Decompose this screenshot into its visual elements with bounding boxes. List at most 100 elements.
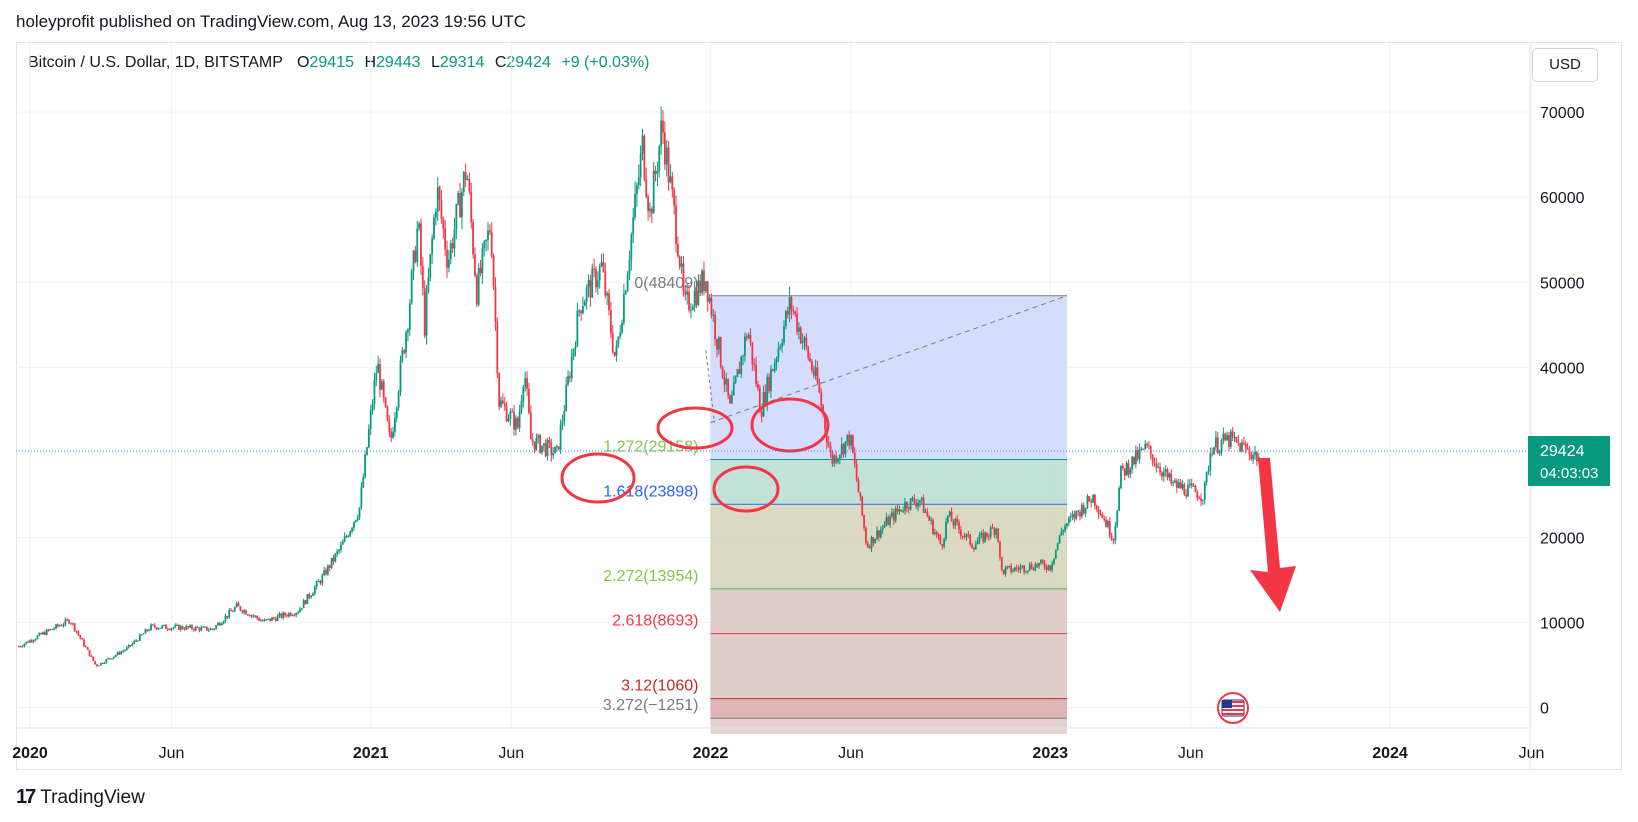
candle-body (178, 624, 180, 630)
candle-body (548, 440, 551, 443)
candle-body (1201, 499, 1204, 501)
candle-body (954, 519, 957, 526)
candle-body (79, 634, 82, 639)
candle-body (859, 492, 862, 497)
candle-body (252, 615, 255, 617)
candle-body (703, 270, 705, 291)
candle-body (1000, 557, 1003, 570)
candle-body (757, 384, 759, 389)
candle-body (1190, 483, 1193, 486)
candle-body (334, 553, 337, 562)
candle-body (766, 376, 769, 404)
candle-body (284, 612, 286, 616)
candle-body (552, 453, 555, 456)
candle-body (768, 376, 771, 392)
candle-body (781, 342, 784, 347)
candle-body (999, 541, 1001, 558)
candle-body (64, 619, 67, 625)
candle-body (470, 191, 473, 223)
candle-body (848, 434, 851, 446)
fib-level-label: 2.272(13954) (603, 568, 698, 585)
candle-body (706, 281, 709, 302)
candle-body (740, 356, 743, 374)
candle-body (86, 647, 89, 650)
candle-body (466, 179, 469, 181)
candle-body (267, 618, 270, 620)
candle-body (1080, 505, 1083, 517)
candle-body (861, 496, 864, 516)
tradingview-logo-icon[interactable]: 17 (16, 786, 36, 808)
candle-body (973, 547, 975, 550)
candle-body (68, 619, 70, 624)
candle-body (771, 369, 774, 371)
candle-body (1112, 539, 1115, 541)
candle-body (325, 570, 327, 575)
candle-body (172, 627, 175, 629)
x-tick-label: 2021 (353, 745, 389, 762)
candle-body (818, 382, 821, 393)
candle-body (129, 645, 132, 647)
candle-body (34, 639, 37, 641)
candle-body (1205, 471, 1208, 483)
candle-body (230, 610, 232, 612)
candle-body (770, 369, 772, 392)
candle-body (784, 311, 787, 327)
candle-body (913, 498, 916, 503)
candle-body (887, 517, 890, 526)
candle-body (950, 511, 953, 522)
candle-body (45, 629, 48, 635)
candle-body (462, 172, 465, 192)
candle-body (531, 439, 534, 442)
candle-body (1192, 485, 1195, 487)
candle-body (598, 266, 601, 281)
us-flag-icon[interactable] (1217, 692, 1249, 724)
candle-body (71, 623, 74, 625)
candle-body (259, 620, 262, 622)
candle-body (425, 291, 428, 336)
candle-body (1077, 510, 1080, 512)
candle-body (917, 502, 919, 507)
candle-body (889, 516, 892, 526)
candle-body (621, 322, 623, 333)
currency-button[interactable]: USD (1532, 48, 1598, 82)
candle-body (1092, 494, 1094, 503)
candle-body (146, 629, 149, 631)
candle-body (1060, 531, 1063, 536)
candle-body (1086, 496, 1089, 508)
candle-body (948, 511, 951, 516)
candle-body (1071, 514, 1074, 517)
candle-body (1241, 442, 1243, 452)
candle-body (693, 290, 696, 308)
candle-body (1015, 567, 1018, 569)
candle-body (675, 205, 677, 244)
candle-body (477, 267, 480, 305)
candle-body (569, 376, 571, 379)
candle-body (1242, 442, 1245, 444)
candle-body (1095, 505, 1098, 510)
footer-brand[interactable]: TradingView (40, 786, 145, 808)
candle-body (1131, 456, 1134, 470)
y-tick-label: 60000 (1540, 190, 1585, 207)
candle-body (719, 337, 722, 367)
candle-body (390, 431, 393, 438)
candle-body (1110, 535, 1113, 540)
candle-body (299, 608, 301, 613)
candle-body (842, 443, 845, 455)
fib-level-label: 2.618(8693) (612, 613, 698, 630)
candle-body (163, 624, 165, 626)
fib-band (710, 459, 1067, 505)
open-value: 29415 (309, 54, 355, 71)
candle-body (801, 341, 804, 344)
candle-body (967, 534, 970, 536)
candle-body (725, 378, 728, 385)
candle-body (632, 217, 635, 235)
symbol-name[interactable]: Bitcoin / U.S. Dollar, 1D, BITSTAMP (28, 54, 283, 71)
candle-body (170, 628, 173, 630)
candle-body (1121, 465, 1124, 469)
candle-body (622, 293, 625, 323)
candle-body (494, 286, 497, 322)
fib-level-label: 3.272(−1251) (603, 697, 699, 714)
candle-body (220, 623, 223, 626)
candle-body (755, 365, 757, 385)
